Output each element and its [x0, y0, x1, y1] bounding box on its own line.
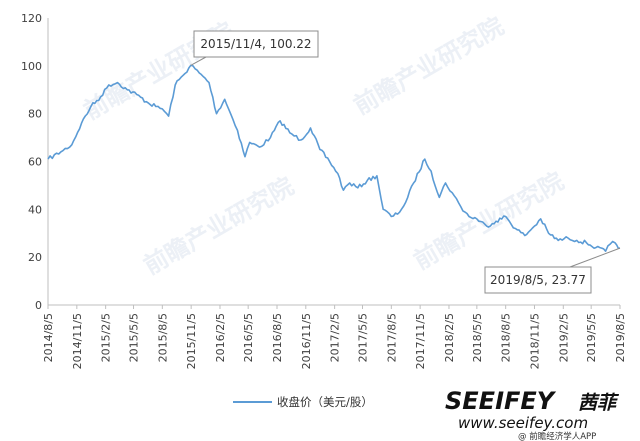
legend-label: 收盘价（美元/股） [277, 395, 373, 409]
x-tick-label: 2018/2/5 [443, 313, 456, 362]
x-tick-label: 2015/8/5 [156, 313, 169, 362]
callout-label: 2015/11/4, 100.22 [200, 37, 311, 51]
x-tick-label: 2016/5/5 [242, 313, 255, 362]
x-tick-label: 2017/8/5 [385, 313, 398, 362]
watermark-text: 前瞻产业研究院 [349, 12, 508, 120]
x-tick-label: 2015/2/5 [100, 313, 113, 362]
x-tick-label: 2016/2/5 [214, 313, 227, 362]
axes [47, 18, 620, 306]
x-tick-label: 2015/11/5 [185, 313, 198, 369]
x-tick-label: 2019/8/5 [614, 313, 627, 362]
callouts: 2015/11/4, 100.22 2019/8/5, 23.77 [190, 30, 621, 294]
watermark-text: 前瞻产业研究院 [409, 167, 568, 275]
x-tick-label: 2014/11/5 [71, 313, 84, 369]
legend: 收盘价（美元/股） [233, 395, 373, 409]
y-tick-label: 0 [35, 299, 42, 312]
x-tick-label: 2018/8/5 [500, 313, 513, 362]
callout-leader [190, 56, 207, 66]
y-tick-label: 100 [21, 60, 42, 73]
brand-url: www.seeifey.com [458, 414, 588, 432]
x-tick-label: 2017/2/5 [329, 313, 342, 362]
x-tick-labels: 2014/8/5 2014/11/5 2015/2/5 2015/5/5 2015/8/… [42, 305, 627, 369]
x-tick-label: 2017/5/5 [357, 313, 370, 362]
callout-box [193, 30, 319, 58]
x-tick-label: 2016/11/5 [300, 313, 313, 369]
callout-leader [569, 247, 621, 268]
y-tick-label: 80 [28, 108, 42, 121]
y-tick-label: 20 [28, 251, 42, 264]
x-tick-label: 2015/5/5 [128, 313, 141, 362]
y-tick-labels: 0 20 40 60 80 100 120 [21, 12, 42, 312]
brand-watermark: SEEIFEY 茜菲 www.seeifey.com @ 前瞻经济学人APP [445, 387, 620, 441]
x-tick-label: 2018/11/5 [528, 313, 541, 369]
watermark-layer: 前瞻产业研究院 前瞻产业研究院 前瞻产业研究院 前瞻产业研究院 [79, 12, 568, 280]
x-tick-label: 2018/5/5 [471, 313, 484, 362]
callout-box [484, 266, 592, 294]
callout-label: 2019/8/5, 23.77 [490, 273, 586, 287]
y-tick-label: 120 [21, 12, 42, 25]
x-tick-label: 2014/8/5 [42, 313, 55, 362]
y-tick-label: 40 [28, 203, 42, 216]
x-tick-label: 2016/8/5 [271, 313, 284, 362]
brand-sub: @ 前瞻经济学人APP [518, 431, 596, 441]
x-tick-label: 2017/11/5 [414, 313, 427, 369]
watermark-text: 前瞻产业研究院 [139, 172, 298, 280]
brand-cn-text: 茜菲 [578, 392, 620, 414]
brand-logo-text: SEEIFEY [445, 387, 557, 415]
x-tick-label: 2019/5/5 [585, 313, 598, 362]
series-line-close-price [47, 64, 620, 252]
y-tick-label: 60 [28, 156, 42, 169]
x-tick-label: 2019/2/5 [557, 313, 570, 362]
